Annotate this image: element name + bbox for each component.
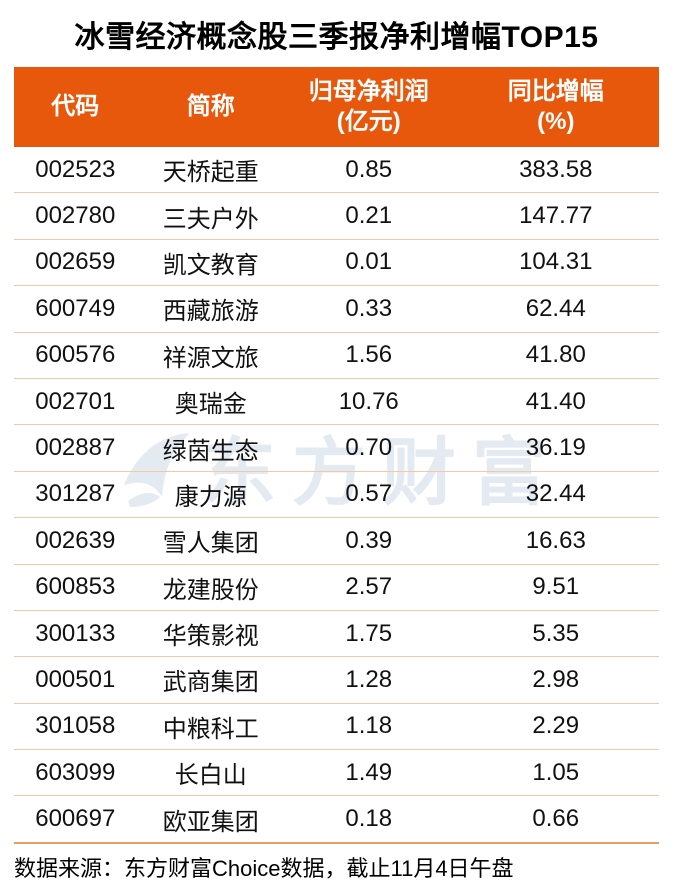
cell-profit: 1.75 (345, 619, 393, 647)
column-header-growth: 同比增幅 (%) (453, 67, 659, 147)
cell-growth: 41.80 (525, 341, 586, 369)
cell-profit: 1.49 (345, 758, 393, 786)
page-title: 冰雪经济概念股三季报净利增幅TOP15 (74, 21, 599, 54)
cell-name: 华策影视 (162, 623, 259, 651)
column-header-profit-label-line1: 归母净利润 (308, 78, 429, 105)
column-header-growth-label-line1: 同比增幅 (507, 78, 604, 105)
table-row: 600749 西藏旅游 0.33 62.44 (14, 286, 659, 333)
cell-growth: 1.05 (532, 758, 580, 786)
cell-code: 600576 (35, 341, 116, 369)
cell-profit: 0.21 (345, 202, 393, 230)
cell-profit: 0.18 (345, 805, 393, 833)
cell-code: 000501 (35, 665, 116, 693)
cell-code: 600697 (35, 805, 116, 833)
cell-code: 301058 (35, 712, 116, 740)
cell-profit: 1.28 (345, 665, 393, 693)
table-row: 002639 雪人集团 0.39 16.63 (14, 518, 659, 565)
cell-code: 002659 (35, 248, 116, 276)
cell-code: 002523 (35, 155, 116, 183)
cell-growth: 2.29 (532, 712, 580, 740)
cell-growth: 41.40 (525, 387, 586, 415)
cell-growth: 36.19 (525, 434, 586, 462)
cell-profit: 1.56 (345, 341, 393, 369)
column-header-code: 代码 (14, 67, 137, 147)
cell-growth: 16.63 (525, 526, 586, 554)
column-header-name-label: 简称 (186, 93, 235, 120)
cell-growth: 5.35 (532, 619, 580, 647)
cell-profit: 0.70 (345, 434, 393, 462)
table-row: 002659 凯文教育 0.01 104.31 (14, 240, 659, 287)
column-header-profit: 归母净利润 (亿元) (285, 67, 453, 147)
cell-growth: 383.58 (519, 155, 593, 183)
cell-growth: 62.44 (525, 294, 586, 322)
cell-name: 凯文教育 (162, 251, 259, 279)
cell-name: 龙建股份 (162, 576, 259, 604)
table-row: 002523 天桥起重 0.85 383.58 (14, 147, 659, 194)
data-source-note: 数据来源：东方财富Choice数据，截止11月4日午盘 (14, 856, 514, 881)
cell-name: 武商集团 (162, 669, 259, 697)
cell-profit: 0.01 (345, 248, 393, 276)
table-row: 600697 欧亚集团 0.18 0.66 (14, 796, 659, 844)
table-row: 002701 奥瑞金 10.76 41.40 (14, 379, 659, 426)
table-body: 002523 天桥起重 0.85 383.58 002780 三夫户外 0.21 147.77… (14, 147, 659, 844)
cell-name: 奥瑞金 (174, 391, 247, 419)
table-row: 300133 华策影视 1.75 5.35 (14, 611, 659, 658)
cell-profit: 10.76 (338, 387, 399, 415)
cell-code: 002887 (35, 434, 116, 462)
table-row: 002887 绿茵生态 0.70 36.19 (14, 425, 659, 472)
table-row: 600576 祥源文旅 1.56 41.80 (14, 333, 659, 379)
cell-code: 600749 (35, 294, 116, 322)
cell-profit: 1.18 (345, 712, 393, 740)
cell-growth: 32.44 (525, 480, 586, 508)
column-header-name: 简称 (137, 67, 285, 147)
cell-code: 002701 (35, 387, 116, 415)
cell-profit: 0.57 (345, 480, 393, 508)
table-row: 301058 中粮科工 1.18 2.29 (14, 704, 659, 751)
cell-growth: 147.77 (519, 202, 593, 230)
cell-name: 三夫户外 (162, 205, 259, 233)
cell-name: 祥源文旅 (162, 344, 259, 372)
cell-growth: 104.31 (519, 248, 593, 276)
cell-name: 绿茵生态 (162, 437, 259, 465)
table-row: 603099 长白山 1.49 1.05 (14, 750, 659, 797)
stock-table: 代码 简称 归母净利润 (亿元) 同比增幅 (%) 002523 天桥起重 0.85… (14, 67, 659, 844)
cell-name: 康力源 (174, 483, 247, 511)
table-row: 002780 三夫户外 0.21 147.77 (14, 193, 659, 240)
table-row: 600853 龙建股份 2.57 9.51 (14, 565, 659, 611)
cell-code: 002780 (35, 202, 116, 230)
cell-name: 欧亚集团 (162, 808, 259, 836)
cell-growth: 0.66 (532, 805, 580, 833)
cell-profit: 0.33 (345, 294, 393, 322)
column-header-growth-label-line2: (%) (537, 108, 575, 135)
cell-name: 中粮科工 (162, 715, 259, 743)
column-header-profit-label-line2: (亿元) (336, 108, 401, 135)
cell-code: 002639 (35, 526, 116, 554)
cell-code: 301287 (35, 480, 116, 508)
column-header-code-label: 代码 (51, 93, 100, 120)
cell-name: 天桥起重 (162, 159, 259, 187)
cell-name: 雪人集团 (162, 530, 259, 558)
cell-profit: 0.85 (345, 155, 393, 183)
cell-name: 西藏旅游 (162, 298, 259, 326)
cell-growth: 9.51 (532, 573, 580, 601)
table-row: 000501 武商集团 1.28 2.98 (14, 657, 659, 704)
cell-code: 300133 (35, 619, 116, 647)
cell-code: 603099 (35, 758, 116, 786)
cell-code: 600853 (35, 573, 116, 601)
cell-name: 长白山 (174, 762, 247, 790)
table-header-row: 代码 简称 归母净利润 (亿元) 同比增幅 (%) (14, 67, 659, 147)
table-row: 301287 康力源 0.57 32.44 (14, 472, 659, 519)
cell-profit: 0.39 (345, 526, 393, 554)
cell-profit: 2.57 (345, 573, 393, 601)
cell-growth: 2.98 (532, 665, 580, 693)
